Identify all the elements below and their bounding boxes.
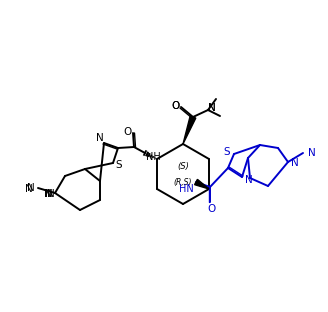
Text: N: N: [45, 189, 53, 199]
Text: N: N: [208, 103, 216, 113]
Text: N: N: [291, 158, 299, 168]
Polygon shape: [195, 179, 209, 189]
Text: O: O: [172, 101, 180, 111]
Text: (S): (S): [177, 163, 189, 172]
Text: O: O: [208, 204, 216, 214]
Text: O: O: [123, 127, 131, 137]
Text: N: N: [47, 189, 55, 199]
Text: NH: NH: [146, 152, 160, 162]
Text: N: N: [208, 103, 216, 113]
Text: HN: HN: [179, 184, 194, 194]
Text: (R,S): (R,S): [174, 178, 192, 188]
Text: S: S: [224, 147, 230, 157]
Text: N: N: [25, 184, 33, 194]
Text: N: N: [245, 175, 253, 185]
Text: N: N: [308, 148, 316, 158]
Text: O: O: [172, 101, 180, 111]
Text: N: N: [27, 183, 35, 193]
Text: N: N: [96, 133, 104, 143]
Polygon shape: [183, 116, 196, 144]
Text: N: N: [44, 189, 52, 199]
Text: S: S: [116, 160, 122, 170]
